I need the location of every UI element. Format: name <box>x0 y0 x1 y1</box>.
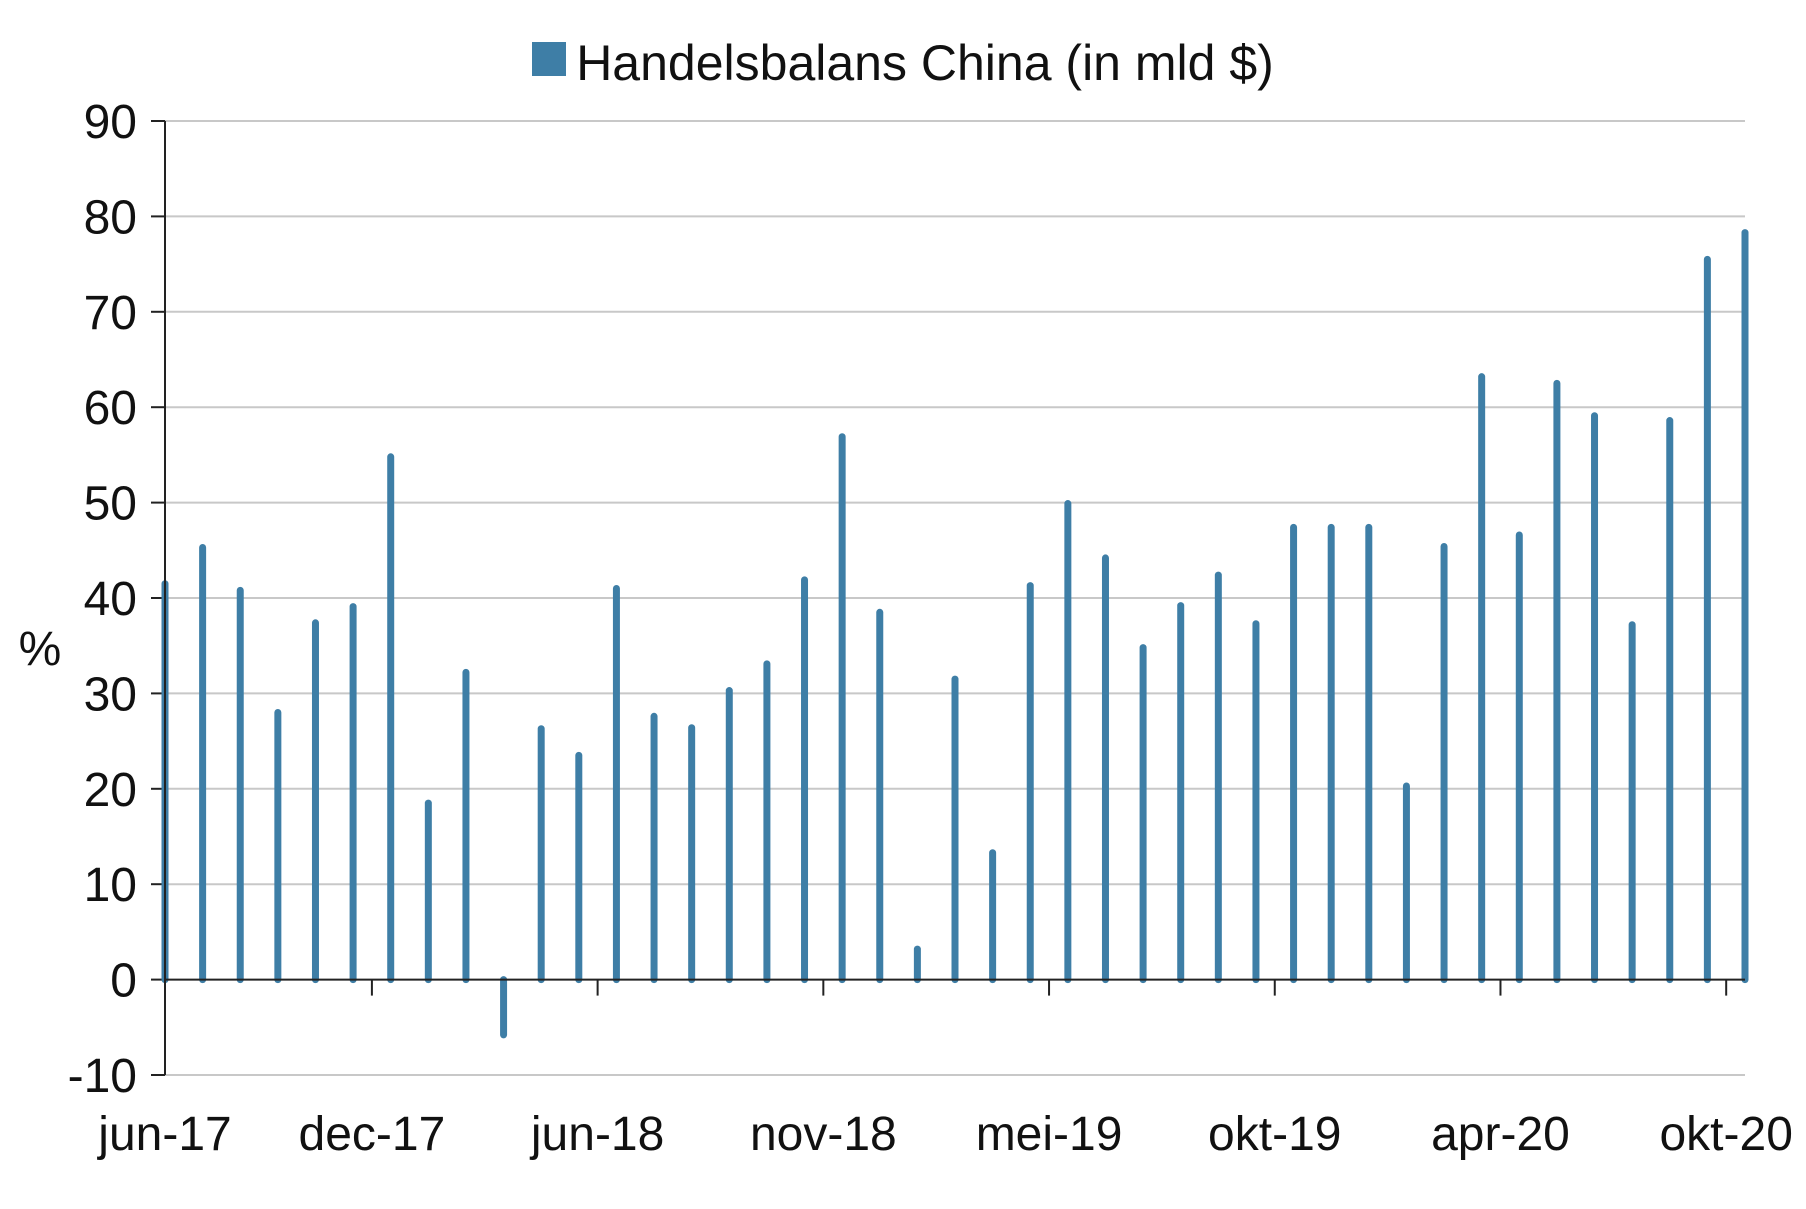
y-tick-label: 50 <box>84 478 137 531</box>
x-tick-label: dec-17 <box>299 1108 446 1161</box>
y-tick-label: 40 <box>84 573 137 626</box>
y-tick-label: 10 <box>84 859 137 912</box>
x-tick-label: okt-20 <box>1659 1108 1792 1161</box>
x-tick-label: okt-19 <box>1208 1108 1341 1161</box>
legend: Handelsbalans China (in mld $) <box>0 30 1806 92</box>
y-tick-label: 90 <box>84 96 137 149</box>
y-tick-label: 60 <box>84 382 137 435</box>
bars <box>161 229 1749 1039</box>
y-tick-label: -10 <box>68 1050 137 1103</box>
legend-label: Handelsbalans China (in mld $) <box>576 34 1274 91</box>
y-tick-label: 0 <box>110 955 137 1008</box>
x-tick-labels: jun-17 dec-17 jun-18 nov-18 mei-19 okt-19 apr-… <box>96 1108 1793 1161</box>
y-axis-label: % <box>19 623 62 676</box>
x-tick-label: jun-18 <box>529 1108 664 1161</box>
x-tick-label: jun-17 <box>96 1108 231 1161</box>
legend-swatch <box>532 41 567 76</box>
axes <box>164 121 1745 1075</box>
y-tick-label: 80 <box>84 191 137 244</box>
y-tick-labels: -10 0 10 20 30 40 50 60 70 80 90 <box>68 96 137 1103</box>
x-tick-label: apr-20 <box>1431 1108 1570 1161</box>
y-tick-label: 30 <box>84 668 137 721</box>
y-tick-label: 20 <box>84 764 137 817</box>
x-tick-label: mei-19 <box>976 1108 1123 1161</box>
x-tick-label: nov-18 <box>750 1108 897 1161</box>
y-tick-label: 70 <box>84 287 137 340</box>
